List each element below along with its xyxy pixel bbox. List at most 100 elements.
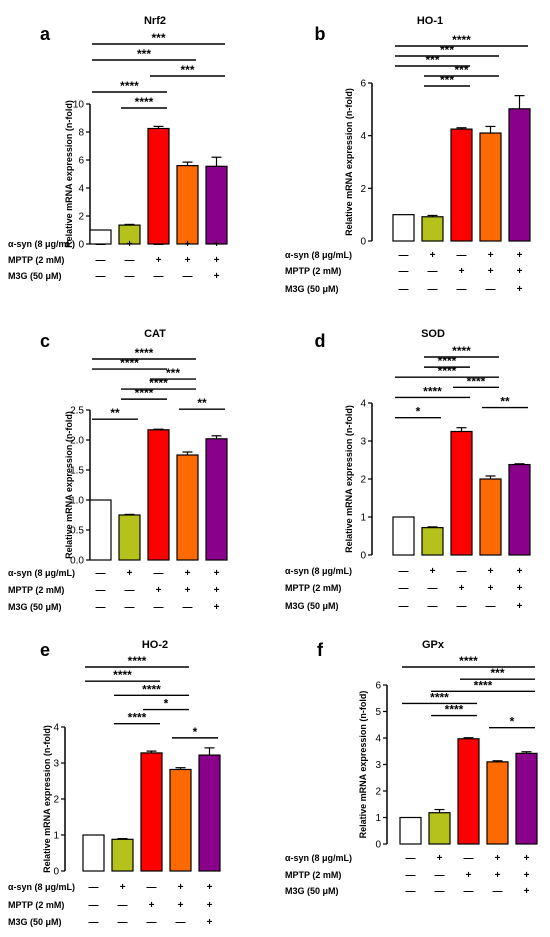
bar-1 bbox=[399, 816, 422, 845]
treatment-symbol: — bbox=[96, 255, 106, 266]
treatment-symbol: — bbox=[457, 566, 467, 577]
treatment-symbol: + bbox=[517, 566, 523, 577]
treatment-symbol: + bbox=[430, 250, 436, 261]
treatment-symbol: + bbox=[127, 568, 133, 579]
treatment-row-label: M3G (50 μM) bbox=[285, 886, 339, 896]
panel-letter: b bbox=[315, 24, 326, 44]
panel-d: d SOD Relative mRNA expression (n-fold) 0 1 2… bbox=[285, 328, 531, 612]
treatment-row-label: α-syn (8 μg/mL) bbox=[285, 250, 352, 260]
bar-5 bbox=[205, 438, 228, 561]
bar-3 bbox=[147, 127, 170, 245]
treatment-symbol: + bbox=[524, 886, 530, 897]
treatment-symbol: — bbox=[435, 870, 445, 881]
y-tick-label: 4 bbox=[53, 723, 59, 734]
significance-label: ** bbox=[110, 406, 120, 420]
bar-1 bbox=[392, 516, 415, 556]
treatment-symbol: — bbox=[118, 900, 128, 911]
panel-letter: c bbox=[40, 331, 50, 351]
significance-label: **** bbox=[459, 654, 478, 668]
significance-label: **** bbox=[438, 354, 457, 368]
significance-label: **** bbox=[120, 79, 139, 93]
treatment-symbol: + bbox=[214, 585, 220, 596]
y-tick-label: 1 bbox=[375, 813, 381, 824]
bar-1 bbox=[392, 214, 415, 242]
treatment-symbol: + bbox=[517, 266, 523, 277]
treatment-symbol: — bbox=[399, 566, 409, 577]
treatment-symbol: — bbox=[89, 900, 99, 911]
bar-3 bbox=[450, 430, 473, 556]
y-tick-label: 3 bbox=[360, 437, 366, 448]
treatment-symbol: — bbox=[399, 601, 409, 612]
treatment-symbol: — bbox=[406, 853, 416, 864]
treatment-symbol: + bbox=[127, 239, 133, 250]
treatment-symbol: — bbox=[428, 284, 438, 295]
panel-letter: e bbox=[40, 640, 50, 660]
significance-label: **** bbox=[135, 346, 154, 360]
treatment-symbol: — bbox=[406, 870, 416, 881]
significance-label: **** bbox=[142, 682, 161, 696]
y-axis-label: Relative mRNA expression (n-fold) bbox=[344, 405, 354, 553]
significance-label: **** bbox=[149, 376, 168, 390]
y-tick-label: 2 bbox=[360, 475, 366, 486]
treatment-symbol: — bbox=[183, 271, 193, 282]
y-tick-label: 0 bbox=[375, 840, 381, 851]
treatment-symbol: + bbox=[214, 255, 220, 266]
y-tick-label: 0 bbox=[360, 551, 366, 562]
treatment-row-label: α-syn (8 μg/mL) bbox=[285, 566, 352, 576]
treatment-symbol: — bbox=[457, 601, 467, 612]
bar-5 bbox=[515, 752, 538, 845]
treatment-symbol: + bbox=[524, 853, 530, 864]
treatment-symbol: — bbox=[399, 266, 409, 277]
chart-title: SOD bbox=[421, 328, 445, 340]
treatment-symbol: — bbox=[183, 602, 193, 613]
treatment-symbol: — bbox=[399, 284, 409, 295]
y-tick-label: 6 bbox=[78, 156, 84, 167]
treatment-symbol: — bbox=[96, 271, 106, 282]
significance-label: * bbox=[164, 697, 169, 711]
treatment-symbol: + bbox=[185, 239, 191, 250]
y-tick-label: 3 bbox=[53, 759, 59, 770]
y-tick-label: 2 bbox=[78, 212, 84, 223]
treatment-symbol: — bbox=[486, 284, 496, 295]
treatment-symbol: — bbox=[435, 886, 445, 897]
treatment-symbol: + bbox=[495, 870, 501, 881]
bar-2 bbox=[118, 514, 141, 561]
treatment-row-label: α-syn (8 μg/mL) bbox=[285, 853, 352, 863]
y-tick-label: 4 bbox=[360, 131, 366, 142]
y-tick-label: 0.0 bbox=[70, 556, 84, 567]
panel-e: e HO-2 Relative mRNA expression (n-fold) 0 1… bbox=[8, 639, 221, 928]
treatment-symbol: — bbox=[154, 239, 164, 250]
treatment-symbol: + bbox=[488, 566, 494, 577]
treatment-symbol: + bbox=[466, 870, 472, 881]
bar-1 bbox=[89, 229, 112, 245]
significance-label: **** bbox=[452, 33, 471, 47]
treatment-symbol: + bbox=[149, 900, 155, 911]
chart-title: GPx bbox=[422, 639, 445, 651]
bar-3 bbox=[457, 738, 480, 845]
y-axis-label: Relative mRNA expression (n-fold) bbox=[344, 88, 354, 236]
chart-title: CAT bbox=[144, 328, 166, 340]
treatment-symbol: — bbox=[464, 853, 474, 864]
panel-letter: f bbox=[317, 640, 324, 660]
treatment-symbol: + bbox=[437, 853, 443, 864]
treatment-symbol: + bbox=[185, 255, 191, 266]
bar-4 bbox=[479, 478, 502, 556]
treatment-row-label: α-syn (8 μg/mL) bbox=[8, 239, 75, 249]
y-tick-label: 10 bbox=[73, 100, 85, 111]
treatment-symbol: — bbox=[96, 602, 106, 613]
significance-label: *** bbox=[151, 31, 165, 45]
treatment-symbol: + bbox=[178, 900, 184, 911]
y-tick-label: 6 bbox=[375, 681, 381, 692]
bar-2 bbox=[421, 216, 444, 242]
treatment-symbol: + bbox=[517, 601, 523, 612]
significance-label: **** bbox=[135, 386, 154, 400]
treatment-symbol: + bbox=[214, 568, 220, 579]
bar-4 bbox=[479, 132, 502, 242]
treatment-symbol: + bbox=[495, 853, 501, 864]
y-tick-label: 5 bbox=[375, 707, 381, 718]
bar-4 bbox=[176, 165, 199, 245]
significance-label: **** bbox=[445, 703, 464, 717]
treatment-symbol: + bbox=[207, 882, 213, 893]
panel-b: b HO-1 Relative mRNA expression (n-fold) 0 2… bbox=[285, 15, 531, 295]
treatment-symbol: + bbox=[156, 585, 162, 596]
